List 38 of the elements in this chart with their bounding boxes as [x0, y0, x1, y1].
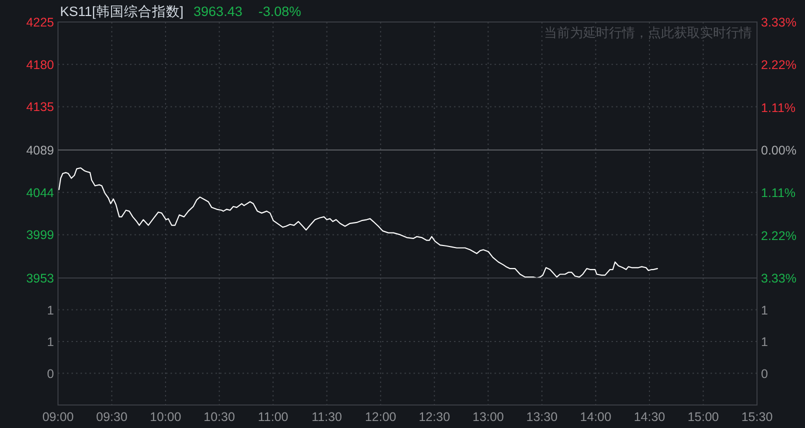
y2-tick-label: 0.00%	[761, 144, 796, 158]
y-tick-label: 3953	[26, 272, 54, 286]
x-tick-label: 12:30	[418, 410, 450, 424]
y2-tick-label: 2.22%	[761, 58, 796, 72]
y-tick-label: 4135	[26, 100, 54, 114]
y2-tick-label: 1.11%	[761, 186, 796, 200]
x-tick-label: 15:00	[688, 410, 719, 424]
y2-tick-label: 1.11%	[761, 100, 796, 115]
y-tick-label: 4089	[26, 144, 54, 158]
x-tick-label: 13:30	[526, 410, 558, 424]
y2-tick-label: 3.33%	[761, 272, 796, 286]
y-tick-label: 1	[47, 335, 54, 349]
text: 3963.43	[194, 4, 242, 19]
chart-title: KS11[韩国综合指数]	[60, 4, 184, 19]
x-tick-label: 14:30	[634, 410, 666, 424]
annotation: 当前为延时行情，点此获取实时行情	[544, 25, 752, 40]
y2-tick-label: 1	[761, 303, 768, 318]
x-tick-label: 09:30	[96, 410, 128, 424]
y2-tick-label: 2.22%	[761, 228, 796, 243]
x-tick-label: 09:00	[42, 410, 74, 424]
x-tick-label: 13:00	[472, 410, 504, 424]
y2-tick-label: 3.33%	[761, 16, 796, 30]
x-tick-label: 11:00	[258, 410, 288, 424]
y-tick-label: 0	[47, 366, 54, 381]
x-tick-label: 12:00	[364, 410, 396, 424]
x-tick-label: 15:30	[741, 410, 773, 424]
x-tick-label: 14:00	[580, 410, 612, 424]
y-tick-label: 1	[47, 303, 54, 318]
text: -3.08%	[258, 4, 302, 19]
y-tick-label: 3999	[26, 228, 54, 242]
y-tick-label: 4044	[26, 186, 54, 200]
y2-tick-label: 1	[761, 335, 768, 349]
y2-tick-label: 0	[761, 366, 768, 381]
y-tick-label: 4225	[26, 16, 54, 30]
x-tick-label: 11:30	[312, 410, 342, 424]
x-tick-label: 10:00	[150, 410, 182, 424]
y-tick-label: 4180	[26, 58, 54, 72]
x-tick-label: 10:30	[204, 410, 235, 424]
